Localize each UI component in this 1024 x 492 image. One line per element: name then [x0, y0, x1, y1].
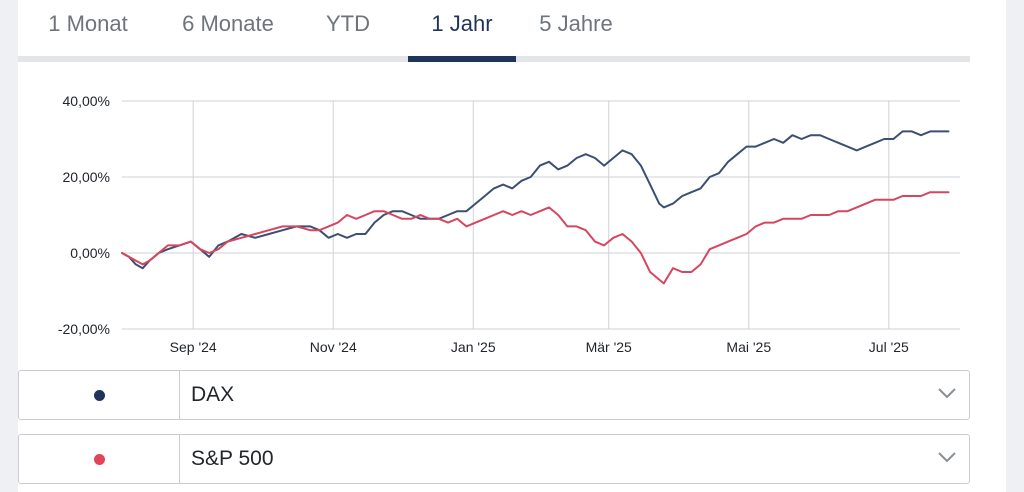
series-selector-label: DAX — [191, 383, 235, 406]
x-tick-label: Mai '25 — [726, 339, 771, 355]
y-tick-label: 40,00% — [63, 93, 110, 109]
y-tick-label: -20,00% — [58, 321, 110, 337]
tab-1-monat[interactable]: 1 Monat — [48, 11, 128, 36]
dax-color-dot — [94, 390, 105, 401]
y-tick-label: 20,00% — [63, 169, 110, 185]
x-tick-label: Jul '25 — [869, 339, 909, 355]
series-selector-label: S&P 500 — [191, 447, 274, 470]
x-tick-label: Nov '24 — [310, 339, 357, 355]
series-selector-dax[interactable]: DAX — [18, 370, 970, 420]
chevron-down-icon — [938, 452, 956, 463]
dax-series-line — [121, 130, 950, 270]
series-color-cell — [19, 371, 180, 419]
chevron-down-icon — [938, 388, 956, 399]
tab-5-jahre[interactable]: 5 Jahre — [539, 11, 613, 36]
sp500-series-line — [121, 191, 950, 285]
series-selector-sp500[interactable]: S&P 500 — [18, 434, 970, 484]
y-tick-label: 0,00% — [70, 245, 110, 261]
series-color-cell — [19, 435, 180, 483]
x-axis-ticks: Sep '24 Nov '24 Jan '25 Mär '25 Mai '25 Jul '… — [170, 339, 909, 355]
tab-ytd[interactable]: YTD — [326, 11, 370, 36]
chart-grid — [122, 100, 960, 330]
tab-6-monate[interactable]: 6 Monate — [182, 11, 274, 36]
timeframe-tabs: 1 Monat 6 Monate YTD 1 Jahr 5 Jahre — [18, 0, 970, 62]
active-tab-indicator — [408, 56, 516, 62]
chart-series — [121, 130, 950, 285]
sp500-color-dot — [94, 454, 105, 465]
x-tick-label: Mär '25 — [586, 339, 632, 355]
x-tick-label: Sep '24 — [170, 339, 217, 355]
performance-chart: 40,00% 20,00% 0,00% -20,00% Sep '24 Nov '24 J… — [58, 93, 960, 355]
y-axis-ticks: 40,00% 20,00% 0,00% -20,00% — [58, 93, 110, 337]
tab-1-jahr[interactable]: 1 Jahr — [431, 11, 493, 36]
x-tick-label: Jan '25 — [451, 339, 496, 355]
